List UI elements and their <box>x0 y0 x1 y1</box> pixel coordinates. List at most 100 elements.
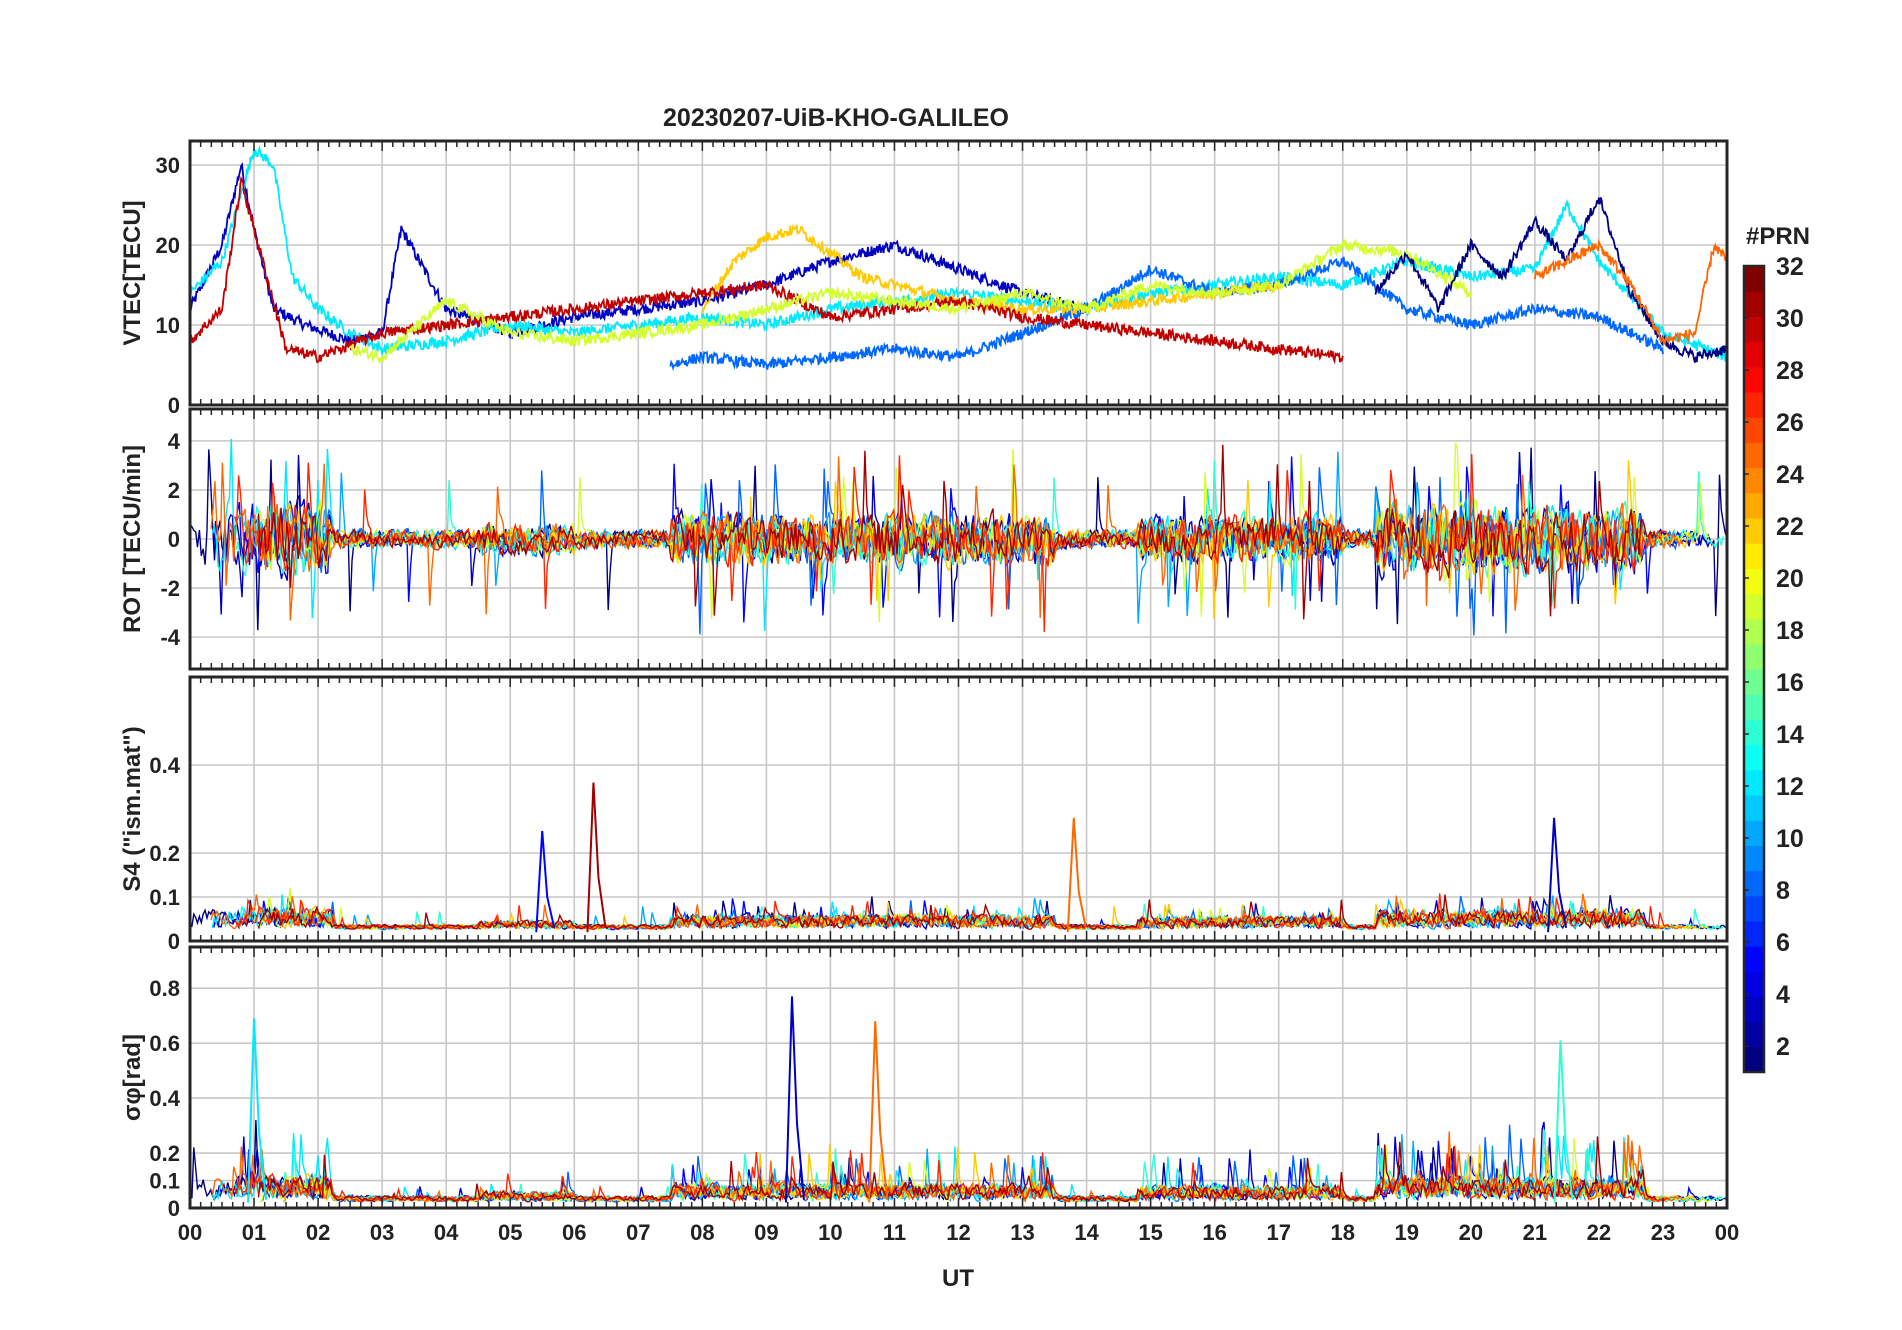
panel-vtec: 0 10 20 30 VTEC[TECU] <box>119 139 1729 418</box>
y-tick-label: 20 <box>156 233 180 258</box>
colorbar-tick-label: 30 <box>1776 305 1804 333</box>
panel-frame <box>188 675 1729 943</box>
colorbar-segment <box>1744 996 1764 1023</box>
y-tick-label: 0 <box>168 393 180 418</box>
colorbar-tick-label: 12 <box>1776 773 1804 801</box>
colorbar-segment <box>1744 870 1764 897</box>
colorbar-segment <box>1744 517 1764 544</box>
panel-frame <box>188 139 1729 407</box>
colorbar-segment <box>1744 543 1764 569</box>
x-tick-label: 14 <box>1074 1220 1099 1245</box>
colorbar-tick-label: 18 <box>1776 617 1804 645</box>
x-tick-label: 19 <box>1395 1220 1419 1245</box>
colorbar-tick-label: 16 <box>1776 669 1804 697</box>
colorbar-tick-label: 22 <box>1776 513 1804 541</box>
colorbar-segment <box>1744 694 1764 720</box>
s4-peak-line <box>586 782 607 933</box>
colorbar-tick-label: 2 <box>1776 1033 1790 1061</box>
colorbar-segment <box>1744 492 1764 519</box>
y-tick-label: 10 <box>156 313 180 338</box>
x-tick-label: 05 <box>498 1220 522 1245</box>
series-vtec <box>190 144 1727 372</box>
sigma_phi-peak-line <box>784 996 805 1203</box>
s4-series-line <box>210 893 1684 931</box>
colorbar-tick-label: 24 <box>1776 461 1804 489</box>
vtec-series-line <box>1374 197 1727 363</box>
y-axis-label: ROT [TECU/min] <box>119 445 146 633</box>
panel-frame <box>188 407 1729 671</box>
sigma_phi-peak-line <box>247 1018 268 1203</box>
x-tick-label: 00 <box>1715 1220 1739 1245</box>
y-tick-label: 0.4 <box>149 753 180 778</box>
colorbar-segment <box>1744 266 1764 292</box>
y-tick-label: 2 <box>168 478 180 503</box>
y-tick-label: -4 <box>160 625 180 650</box>
x-tick-label: 07 <box>626 1220 650 1245</box>
x-tick-label: 09 <box>754 1220 778 1245</box>
series-rot <box>190 438 1727 636</box>
x-tick-label: 02 <box>306 1220 330 1245</box>
colorbar-segment <box>1744 744 1764 771</box>
colorbar-segment <box>1744 895 1764 922</box>
y-axis-label: VTEC[TECU] <box>119 200 146 345</box>
vtec-series-line <box>1534 238 1727 346</box>
colorbar-tick-label: 10 <box>1776 825 1804 853</box>
colorbar-segment <box>1744 1021 1764 1048</box>
colorbar-segment <box>1744 442 1764 469</box>
colorbar-segment <box>1744 820 1764 846</box>
colorbar-segment <box>1744 971 1764 998</box>
colorbar-frame <box>1742 264 1766 1074</box>
colorbar-segment <box>1744 618 1764 645</box>
x-tick-label: 16 <box>1202 1220 1226 1245</box>
x-tick-label: 21 <box>1523 1220 1547 1245</box>
colorbar-segment <box>1744 920 1764 947</box>
colorbar-tick-label: 26 <box>1776 409 1804 437</box>
y-axis-label: S4 ("ism.mat") <box>119 726 146 891</box>
x-tick-label: 11 <box>883 1220 906 1245</box>
s4-series-line <box>257 894 1657 931</box>
x-tick-label: 10 <box>818 1220 842 1245</box>
sigma_phi-peak-line <box>1553 1040 1574 1203</box>
y-axis-label: σφ[rad] <box>119 1034 146 1121</box>
colorbar-segment <box>1744 946 1764 972</box>
panel-s4: 0 0.1 0.2 0.4S4 ("ism.mat") <box>119 675 1729 954</box>
rot-series-line <box>259 443 1711 623</box>
colorbar-segment <box>1744 467 1764 494</box>
sigma_phi-peak-line <box>868 1021 889 1203</box>
y-tick-label: 0 <box>168 1196 180 1221</box>
colorbar-tick-label: 6 <box>1776 929 1790 957</box>
sigma_phi-series-line <box>257 1136 1657 1203</box>
y-tick-label: 0.2 <box>149 1141 180 1166</box>
x-tick-label: 01 <box>242 1220 266 1245</box>
colorbar-tick-label: 8 <box>1776 877 1790 905</box>
x-tick-label: 08 <box>690 1220 714 1245</box>
colorbar-tick-label: 14 <box>1776 721 1804 749</box>
x-tick-label: 23 <box>1651 1220 1675 1245</box>
x-tick-label: 13 <box>1010 1220 1034 1245</box>
colorbar-segment <box>1744 417 1764 443</box>
s4-series-line <box>282 898 1697 931</box>
rot-series-line <box>234 454 1670 632</box>
y-tick-label: 0 <box>168 929 180 954</box>
colorbar-segment <box>1744 341 1764 368</box>
colorbar-tick-label: 4 <box>1776 981 1790 1009</box>
x-tick-label: 22 <box>1587 1220 1611 1245</box>
y-tick-label: 0.1 <box>149 1169 180 1194</box>
x-tick-label: 00 <box>178 1220 202 1245</box>
chart-title: 20230207-UiB-KHO-GALILEO <box>663 104 1009 132</box>
y-tick-label: 4 <box>168 429 181 454</box>
panel-rot: -4 -2 0 2 4 ROT [TECU/min] <box>119 407 1729 671</box>
series-s4 <box>190 782 1727 933</box>
x-tick-label: 15 <box>1138 1220 1162 1245</box>
vtec-series-line <box>190 144 1727 362</box>
y-tick-label: 0.1 <box>149 885 180 910</box>
y-tick-label: 0.4 <box>149 1086 180 1111</box>
x-tick-label: 12 <box>946 1220 970 1245</box>
colorbar-segment <box>1744 643 1764 670</box>
x-tick-label: 06 <box>562 1220 586 1245</box>
colorbar-segment <box>1744 316 1764 343</box>
vtec-series-line <box>669 256 1664 372</box>
